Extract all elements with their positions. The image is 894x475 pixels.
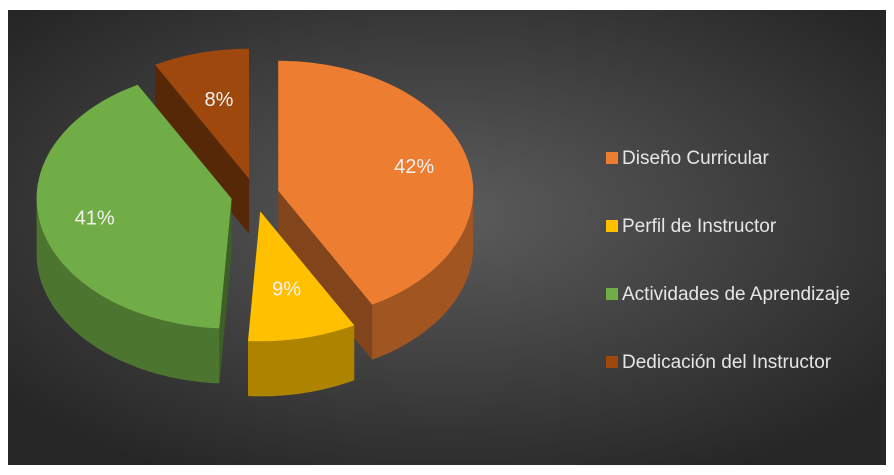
legend-swatch xyxy=(606,288,618,300)
slice-top xyxy=(248,211,355,342)
legend-swatch xyxy=(606,220,618,232)
legend-label: Dedicación del Instructor xyxy=(622,352,832,373)
slice-wall xyxy=(36,198,220,384)
pie-slice xyxy=(247,211,355,397)
slice-top xyxy=(36,84,232,329)
legend-swatch xyxy=(606,356,618,368)
data-label: 41% xyxy=(75,207,115,229)
legend-label: Diseño Curricular xyxy=(622,148,769,169)
slice-top xyxy=(278,60,474,305)
slice-wall xyxy=(248,325,355,397)
pie-slice xyxy=(278,60,474,360)
legend-label: Actividades de Aprendizaje xyxy=(622,284,850,305)
data-label: 42% xyxy=(394,156,434,178)
pie-slice xyxy=(36,84,232,384)
legend-swatch xyxy=(606,152,618,164)
slice-top xyxy=(155,48,250,179)
slice-side xyxy=(278,190,373,360)
data-label: 8% xyxy=(205,89,234,111)
slice-wall xyxy=(372,190,474,360)
data-label: 9% xyxy=(272,278,301,300)
legend-label: Perfil de Instructor xyxy=(622,216,777,237)
